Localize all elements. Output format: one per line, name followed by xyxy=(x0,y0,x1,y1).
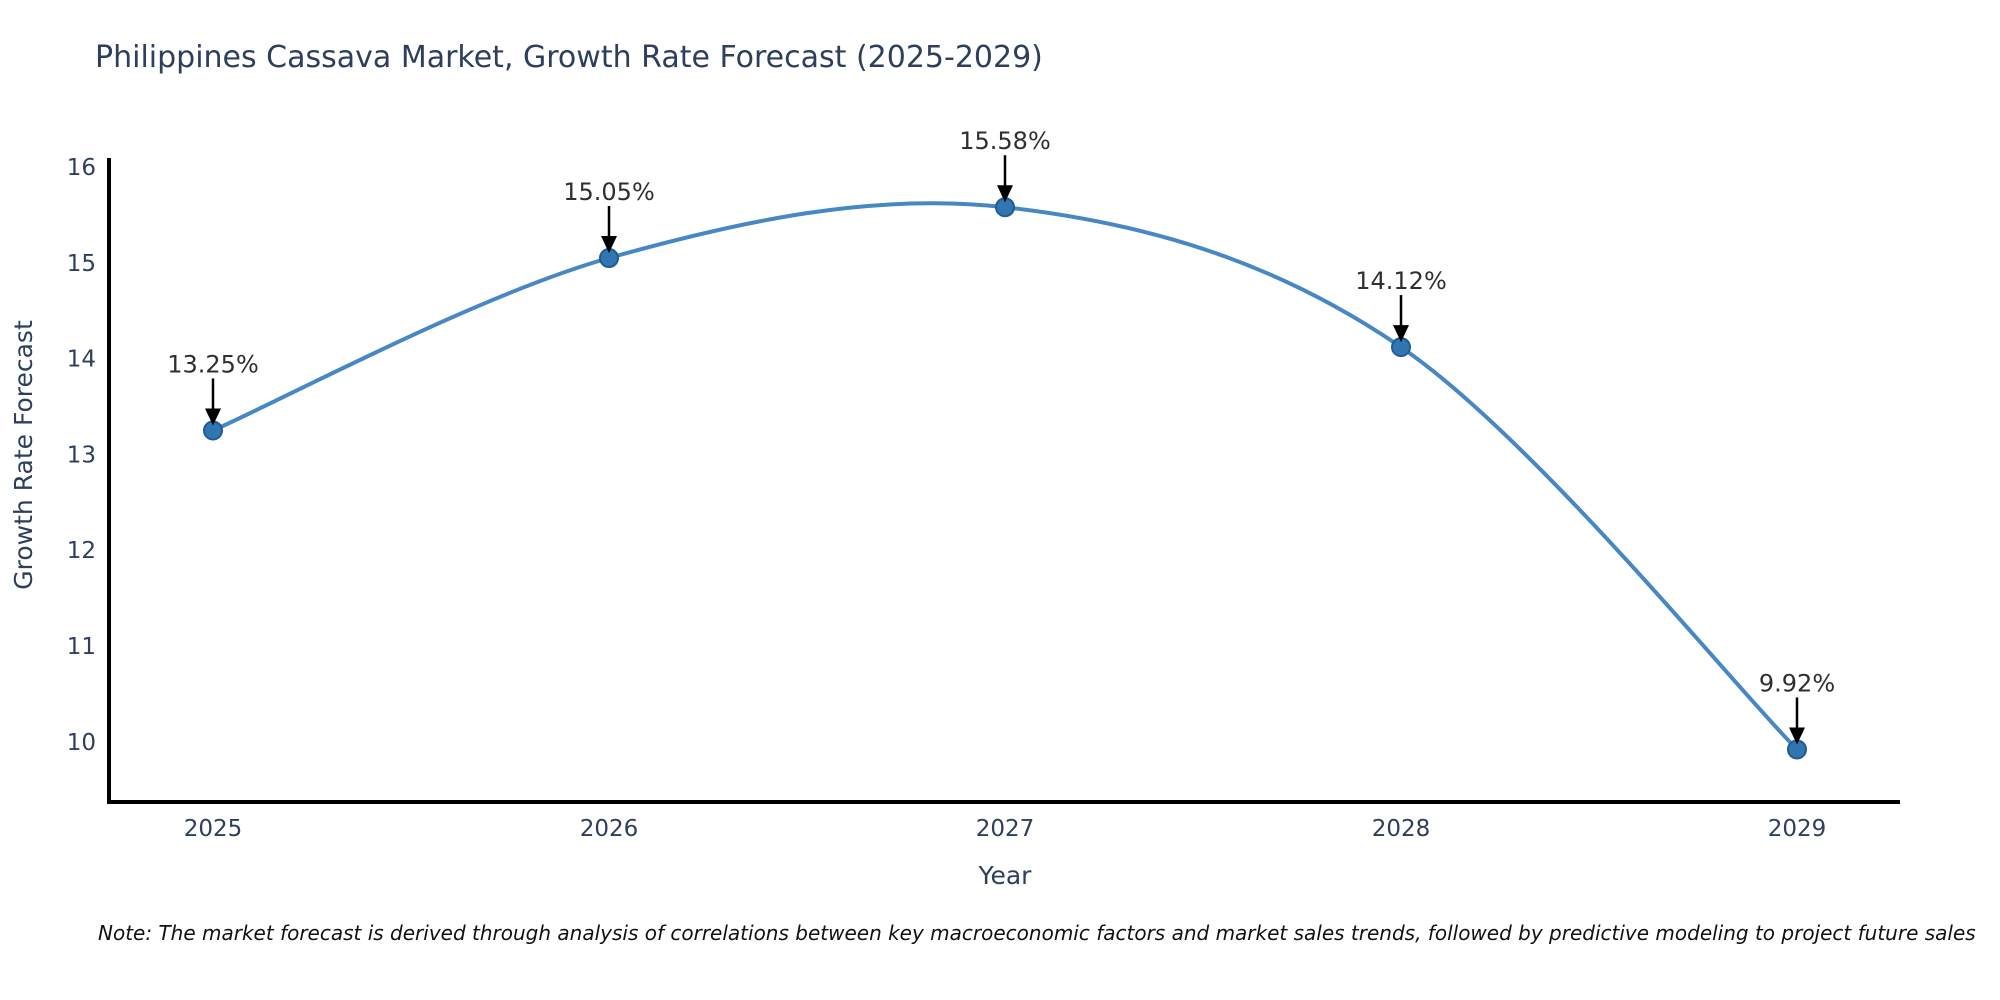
x-axis-title: Year xyxy=(978,861,1033,890)
forecast-line xyxy=(211,201,1799,752)
point-label: 14.12% xyxy=(1355,267,1447,295)
y-axis-title: Growth Rate Forecast xyxy=(9,320,38,590)
footnote: Note: The market forecast is derived thr… xyxy=(98,921,1976,945)
point-label: 15.05% xyxy=(563,178,655,206)
y-tick-label: 11 xyxy=(67,634,96,660)
annotation-arrowhead xyxy=(601,236,617,254)
y-tick-label: 15 xyxy=(67,251,96,277)
y-tick-label: 10 xyxy=(67,730,96,756)
chart-title: Philippines Cassava Market, Growth Rate … xyxy=(95,40,1043,75)
plot-area: 16 15 14 13 12 11 10 2025 2026 2027 2028 2029 13.25%… xyxy=(67,127,1900,842)
annotation-arrowhead xyxy=(1393,325,1409,343)
point-label: 15.58% xyxy=(959,127,1051,155)
x-tick-label: 2025 xyxy=(184,816,243,842)
y-tick-label: 12 xyxy=(67,538,96,564)
y-tick-label: 14 xyxy=(67,347,96,373)
point-label: 9.92% xyxy=(1759,669,1835,697)
annotation-arrowhead xyxy=(1789,727,1805,745)
x-tick-label: 2027 xyxy=(976,816,1035,842)
x-tick-label: 2028 xyxy=(1372,816,1431,842)
point-label: 13.25% xyxy=(167,350,259,378)
x-tick-label: 2029 xyxy=(1768,816,1827,842)
x-tick-label: 2026 xyxy=(580,816,639,842)
y-tick-label: 16 xyxy=(67,155,96,181)
annotation-arrowhead xyxy=(205,408,221,426)
y-tick-label: 13 xyxy=(67,442,96,468)
annotation-arrowhead xyxy=(997,185,1013,203)
